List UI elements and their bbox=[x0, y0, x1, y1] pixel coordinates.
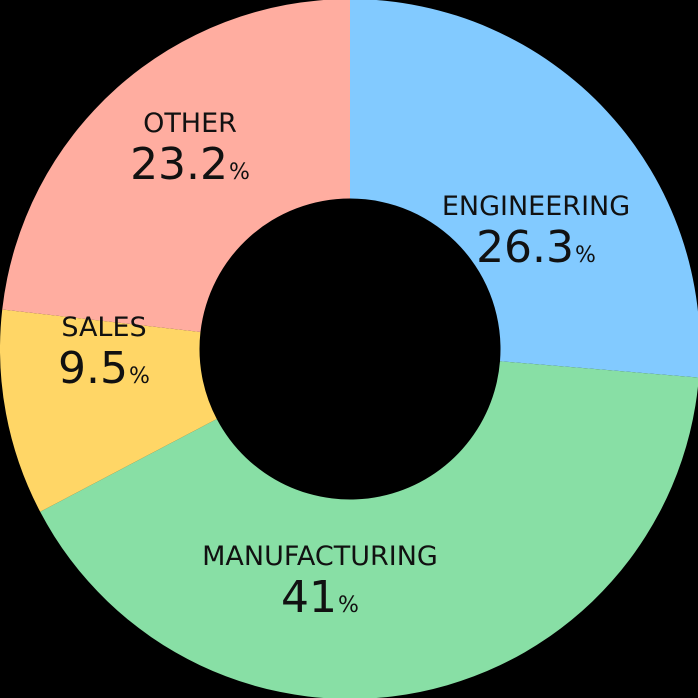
label-manufacturing-name: MANUFACTURING bbox=[202, 541, 438, 572]
slice-manufacturing bbox=[40, 361, 698, 698]
slice-sales bbox=[0, 309, 217, 512]
label-engineering: ENGINEERING 26.3% bbox=[442, 193, 630, 270]
label-engineering-name: ENGINEERING bbox=[441, 191, 631, 222]
label-sales-name: SALES bbox=[61, 312, 147, 343]
slice-other bbox=[2, 0, 350, 333]
label-engineering-value: 26.3% bbox=[476, 222, 596, 273]
slice-engineering bbox=[350, 0, 698, 378]
label-other: OTHER 23.2% bbox=[130, 110, 250, 187]
label-sales-value: 9.5% bbox=[58, 343, 150, 394]
label-other-value: 23.2% bbox=[130, 139, 250, 190]
label-manufacturing: MANUFACTURING 41% bbox=[202, 543, 438, 620]
label-manufacturing-value: 41% bbox=[281, 572, 359, 623]
label-other-name: OTHER bbox=[143, 108, 237, 139]
label-sales: SALES 9.5% bbox=[58, 314, 150, 391]
